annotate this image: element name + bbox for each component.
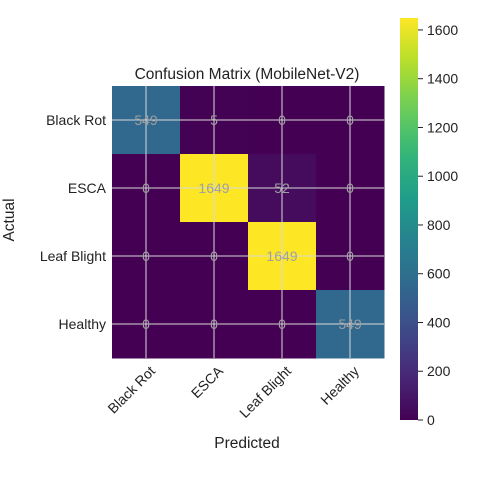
chart-title: Confusion Matrix (MobileNet-V2) bbox=[135, 66, 360, 83]
cell-value-labels: 549 5 0 0 0 1649 52 0 0 0 1649 0 0 0 0 549 bbox=[134, 112, 362, 332]
cell-value-label: 549 bbox=[134, 112, 158, 128]
x-tick-label: ESCA bbox=[188, 362, 227, 401]
colorbar-tick-label: 1600 bbox=[427, 22, 458, 38]
cell-value-label: 0 bbox=[346, 248, 354, 264]
colorbar-tick-label: 200 bbox=[427, 363, 451, 379]
x-tick-label: Leaf Blight bbox=[236, 363, 294, 421]
cell-value-label: 1649 bbox=[198, 180, 229, 196]
colorbar-tick-label: 0 bbox=[427, 412, 435, 428]
cell-value-label: 549 bbox=[338, 316, 362, 332]
y-tick-label: Healthy bbox=[59, 316, 106, 332]
cell-value-label: 0 bbox=[210, 316, 218, 332]
cell-value-label: 0 bbox=[142, 316, 150, 332]
colorbar-tick-label: 1400 bbox=[427, 71, 458, 87]
y-axis-label: Actual bbox=[1, 198, 18, 241]
colorbar-tick-labels: 0 200 400 600 800 1000 1200 1400 1600 bbox=[418, 22, 458, 428]
cell-value-label: 5 bbox=[210, 112, 218, 128]
y-tick-labels: Black Rot ESCA Leaf Blight Healthy bbox=[40, 112, 107, 332]
cell-value-label: 0 bbox=[142, 180, 150, 196]
x-tick-label: Black Rot bbox=[104, 363, 158, 417]
cell-value-label: 52 bbox=[274, 180, 290, 196]
heatmap-gridlines bbox=[112, 86, 384, 358]
cell-value-label: 1649 bbox=[266, 248, 297, 264]
cell-value-label: 0 bbox=[142, 248, 150, 264]
cell-value-label: 0 bbox=[278, 112, 286, 128]
cell-value-label: 0 bbox=[278, 316, 286, 332]
y-tick-label: Black Rot bbox=[46, 112, 106, 128]
colorbar-tick-label: 600 bbox=[427, 266, 451, 282]
x-axis-label: Predicted bbox=[214, 435, 279, 452]
colorbar-tick-label: 800 bbox=[427, 217, 451, 233]
y-tick-label: ESCA bbox=[68, 180, 107, 196]
cell-value-label: 0 bbox=[346, 180, 354, 196]
cell-value-label: 0 bbox=[346, 112, 354, 128]
colorbar-tick-label: 1200 bbox=[427, 119, 458, 135]
colorbar-tick-label: 1000 bbox=[427, 168, 458, 184]
y-tick-label: Leaf Blight bbox=[40, 248, 106, 264]
x-tick-label: Healthy bbox=[317, 363, 362, 408]
x-tick-labels: Black Rot ESCA Leaf Blight Healthy bbox=[104, 362, 362, 421]
colorbar bbox=[400, 18, 418, 420]
colorbar-tick-label: 400 bbox=[427, 314, 451, 330]
cell-value-label: 0 bbox=[210, 248, 218, 264]
